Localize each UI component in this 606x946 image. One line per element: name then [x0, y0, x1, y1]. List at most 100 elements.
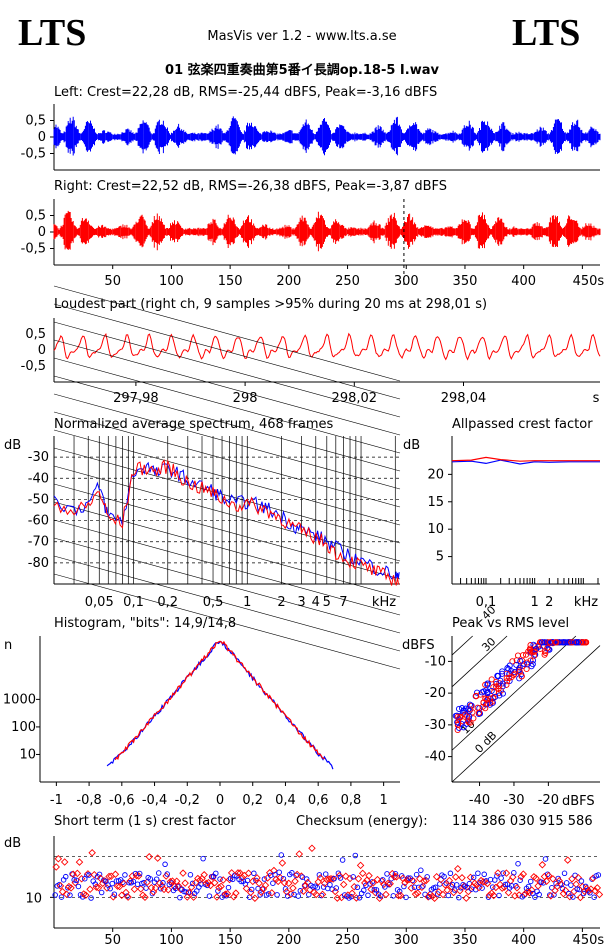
short-term-crest-point [160, 880, 166, 886]
short-term-crest-point [261, 881, 270, 889]
short-term-crest-marker [430, 894, 439, 902]
histogram-series-right [114, 640, 325, 761]
short-term-crest-marker [63, 890, 71, 899]
histogram-ylabel: n [4, 638, 12, 653]
short-term-crest-point [54, 855, 63, 863]
short-term-crest-point [333, 885, 340, 891]
short-term-crest-marker [470, 879, 479, 888]
short-term-crest-xtick-label: 450s [573, 933, 605, 946]
short-term-crest-marker [346, 874, 354, 883]
peak-vs-rms-point [482, 695, 489, 702]
peak-vs-rms-frame [451, 636, 600, 783]
short-term-crest-marker [418, 867, 424, 874]
short-term-crest-point [470, 874, 477, 881]
peak-vs-rms-point [455, 724, 463, 731]
short-term-crest-marker [532, 894, 538, 900]
short-term-crest-marker [158, 885, 164, 892]
short-term-crest-marker [185, 888, 194, 897]
short-term-crest-marker [137, 885, 145, 893]
spectrum-xtick-label: 0,05 [85, 595, 114, 610]
short-term-crest-marker [439, 890, 447, 899]
short-term-crest-point [593, 884, 602, 892]
short-term-crest-point [213, 893, 221, 901]
short-term-crest-point [451, 873, 460, 881]
short-term-crest-point [103, 884, 111, 892]
peak-vs-rms-point [549, 639, 556, 646]
peak-vs-rms-point [476, 710, 484, 717]
short-term-crest-marker [274, 892, 280, 898]
short-term-crest-point [337, 875, 344, 881]
short-term-crest-point [464, 887, 473, 896]
short-term-crest-point [128, 872, 137, 880]
loudest-part-title: Loudest part (right ch, 9 samples >95% d… [54, 297, 487, 312]
short-term-crest-point [52, 863, 60, 871]
short-term-crest-point [445, 892, 452, 899]
short-term-crest-marker [426, 893, 433, 900]
peak-vs-rms-point [565, 639, 572, 646]
short-term-crest-point [502, 881, 509, 888]
short-term-crest-marker [441, 873, 447, 880]
right-waveform-xtick-label: 400 [511, 274, 536, 289]
short-term-crest-marker [525, 888, 534, 897]
peak-vs-rms-point [497, 677, 504, 684]
short-term-crest-marker [335, 871, 344, 880]
short-term-crest-marker [354, 874, 363, 883]
short-term-crest-point [494, 873, 500, 879]
peak-vs-rms-point [541, 651, 548, 658]
short-term-crest-marker [153, 854, 162, 862]
peak-vs-rms-point [482, 681, 489, 688]
short-term-crest-point [494, 869, 502, 877]
allpassed-ytick-label: 10 [427, 522, 444, 537]
short-term-crest-point [339, 857, 346, 863]
short-term-crest-marker [337, 893, 346, 902]
short-term-crest-point [58, 888, 67, 896]
short-term-crest-point [318, 890, 327, 899]
short-term-crest-point [536, 878, 544, 886]
short-term-crest-marker [282, 886, 289, 892]
spectrum-ytick-label: -80 [28, 556, 49, 571]
short-term-crest-point [164, 871, 170, 877]
short-term-crest-marker [549, 875, 557, 883]
short-term-crest-point [396, 891, 405, 900]
short-term-crest-marker [147, 883, 156, 892]
spectrum-xtick-label: 7 [339, 595, 347, 610]
peak-vs-rms-point [492, 693, 499, 700]
short-term-crest-marker [403, 894, 409, 901]
short-term-crest-point [251, 894, 259, 902]
short-term-crest-point [284, 879, 293, 888]
short-term-crest-point [449, 888, 458, 897]
peak-vs-rms-point [488, 676, 495, 683]
short-term-crest-point [401, 878, 409, 887]
loudest-part-xtick-label: 298,04 [441, 391, 487, 406]
short-term-crest-point [318, 892, 325, 899]
short-term-crest-marker [308, 844, 316, 852]
short-term-crest-marker [561, 870, 568, 877]
histogram-xtick-label: 0 [216, 793, 224, 808]
short-term-crest-marker [107, 885, 113, 892]
short-term-crest-marker [371, 886, 378, 893]
short-term-crest-marker [299, 887, 308, 895]
left-waveform-signal [53, 116, 601, 156]
short-term-crest-point [348, 893, 354, 900]
spectrum-slope-line [53, 321, 401, 418]
short-term-crest-point [75, 858, 84, 866]
peak-vs-rms-point [465, 706, 472, 713]
short-term-crest-point [322, 871, 329, 877]
short-term-crest-marker [593, 884, 602, 892]
peak-vs-rms-point [488, 687, 495, 694]
peak-vs-rms-point [531, 648, 538, 655]
short-term-crest-point [60, 858, 69, 866]
short-term-crest-point [544, 871, 553, 880]
peak-vs-rms-ylabel: dBFS [402, 638, 435, 653]
peak-vs-rms-point [516, 664, 523, 671]
short-term-crest-marker [525, 883, 532, 890]
peak-vs-rms-ytick-label: -20 [425, 686, 446, 701]
short-term-crest-point [515, 860, 521, 867]
short-term-crest-marker [369, 879, 375, 885]
short-term-crest-marker [536, 891, 542, 898]
loudest-part-ytick-label: -0,5 [21, 359, 46, 374]
short-term-crest-point [489, 884, 496, 890]
short-term-crest-point [354, 884, 361, 891]
histogram-frame [39, 636, 400, 783]
short-term-crest-marker [244, 877, 251, 884]
